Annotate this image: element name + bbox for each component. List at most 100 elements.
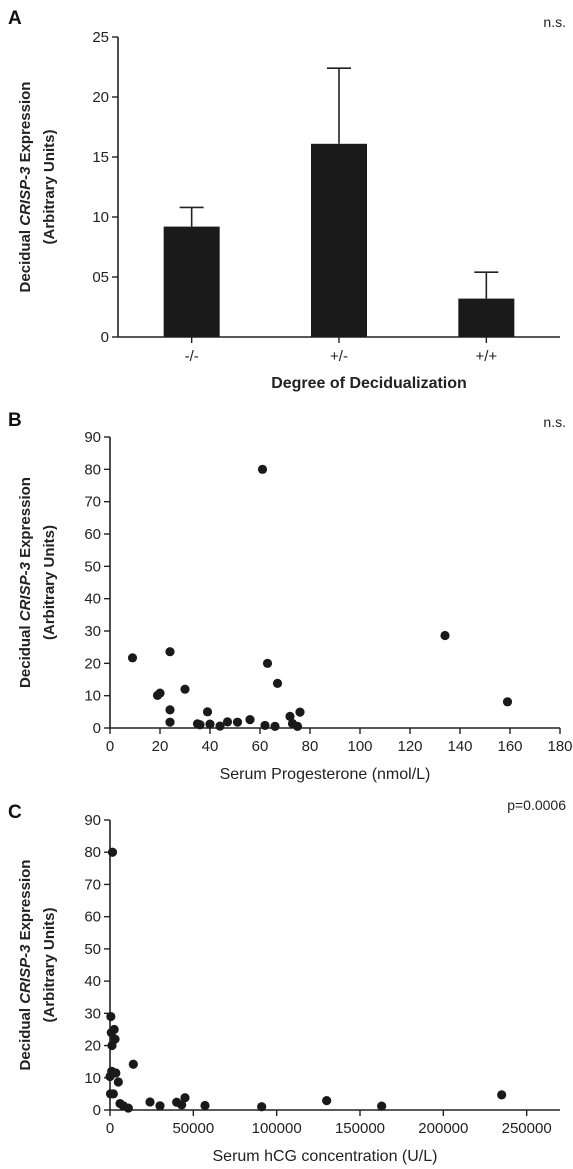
- data-point: [111, 1068, 121, 1078]
- x-tick-label: 0: [106, 738, 114, 755]
- x-axis-title: Serum hCG concentration (U/L): [213, 1148, 438, 1165]
- data-point: [257, 1102, 267, 1112]
- data-point: [165, 705, 175, 715]
- y-tick-label: 80: [84, 461, 101, 478]
- data-point: [127, 653, 138, 663]
- x-tick-label: +/-: [330, 348, 348, 365]
- data-point: [145, 1097, 155, 1107]
- y-axis-title: Decidual CRISP-3 Expression: [17, 82, 34, 293]
- y-tick-label: 60: [84, 526, 101, 543]
- x-tick-label: 250000: [502, 1120, 552, 1137]
- data-point: [165, 717, 175, 727]
- data-point: [232, 717, 243, 727]
- bar: [163, 226, 220, 337]
- x-tick-label: 100000: [252, 1120, 302, 1137]
- y-tick-label: 70: [84, 876, 101, 893]
- y-tick-label: 20: [92, 89, 109, 106]
- y-tick-label: 40: [84, 591, 101, 608]
- y-axis-title-gene: CRISP-3: [17, 166, 34, 226]
- data-point: [108, 1089, 118, 1099]
- y-axis-title-suffix: Expression: [17, 860, 34, 945]
- data-point: [110, 1034, 120, 1044]
- y-axis-title-prefix: Decidual: [17, 226, 34, 293]
- y-axis-title: Decidual CRISP-3 Expression: [17, 860, 34, 1071]
- panel-letter: B: [8, 410, 22, 431]
- x-tick-label: 150000: [335, 1120, 385, 1137]
- y-tick-label: 0: [101, 329, 109, 346]
- bar: [311, 143, 367, 337]
- x-tick-label: 160: [497, 738, 522, 755]
- data-point: [502, 697, 513, 707]
- y-axis-title-suffix: Expression: [17, 477, 34, 562]
- x-tick-label: 40: [202, 738, 219, 755]
- panel-letter: A: [8, 8, 22, 29]
- data-point: [177, 1100, 187, 1110]
- data-point: [270, 721, 280, 731]
- y-axis-title-gene: CRISP-3: [17, 561, 34, 621]
- data-point: [377, 1101, 387, 1111]
- y-tick-label: 10: [84, 688, 101, 705]
- y-tick-label: 50: [84, 558, 101, 575]
- data-point: [195, 720, 205, 730]
- stat-annotation: n.s.: [543, 414, 566, 430]
- data-point: [107, 847, 118, 857]
- y-axis-title-gene: CRISP-3: [17, 944, 34, 1004]
- data-point: [262, 658, 273, 668]
- x-tick-label: 60: [252, 738, 269, 755]
- data-point: [295, 707, 305, 717]
- x-tick-label: -/-: [185, 348, 199, 365]
- y-tick-label: 70: [84, 494, 101, 511]
- x-tick-label: 180: [547, 738, 572, 755]
- data-point: [180, 1093, 190, 1103]
- data-point: [155, 688, 165, 698]
- data-point: [202, 707, 213, 717]
- y-tick-label: 90: [84, 812, 101, 829]
- y-tick-label: 05: [92, 269, 109, 286]
- y-axis-title-line2: (Arbitrary Units): [41, 525, 58, 640]
- data-point: [272, 678, 283, 688]
- stat-annotation: n.s.: [543, 14, 566, 30]
- x-axis-title: Degree of Decidualization: [271, 375, 467, 392]
- data-point: [292, 721, 303, 731]
- data-point: [322, 1096, 332, 1106]
- panel-letter: C: [8, 802, 22, 823]
- y-tick-label: 15: [92, 149, 109, 166]
- x-axis-title: Serum Progesterone (nmol/L): [220, 766, 431, 783]
- x-tick-label: +/+: [475, 348, 497, 365]
- stat-annotation: p=0.0006: [507, 797, 566, 813]
- data-point: [165, 647, 175, 657]
- x-tick-label: 100: [347, 738, 372, 755]
- data-point: [155, 1101, 165, 1111]
- data-point: [123, 1103, 133, 1113]
- data-point: [128, 1059, 138, 1069]
- y-axis-title-line2: (Arbitrary Units): [41, 129, 58, 244]
- data-point: [245, 714, 255, 725]
- y-axis-title: Decidual CRISP-3 Expression: [17, 477, 34, 688]
- data-point: [113, 1077, 123, 1087]
- y-axis-title-prefix: Decidual: [17, 621, 34, 688]
- y-tick-label: 20: [84, 1038, 101, 1055]
- y-axis-title-prefix: Decidual: [17, 1004, 34, 1071]
- x-tick-label: 0: [106, 1120, 114, 1137]
- data-point: [440, 630, 450, 641]
- y-tick-label: 25: [92, 29, 109, 46]
- x-tick-label: 140: [447, 738, 472, 755]
- y-tick-label: 0: [93, 720, 101, 737]
- data-point: [109, 1024, 119, 1035]
- x-tick-label: 120: [397, 738, 422, 755]
- x-tick-label: 20: [152, 738, 169, 755]
- data-point: [200, 1100, 210, 1111]
- y-tick-label: 20: [84, 655, 101, 672]
- y-tick-label: 30: [84, 1005, 101, 1022]
- x-tick-label: 200000: [418, 1120, 468, 1137]
- y-tick-label: 50: [84, 941, 101, 958]
- y-tick-label: 10: [92, 209, 109, 226]
- data-point: [180, 684, 190, 694]
- y-tick-label: 10: [84, 1070, 101, 1087]
- data-point: [205, 719, 215, 729]
- bar: [458, 298, 515, 337]
- data-point: [285, 711, 295, 721]
- data-point: [257, 464, 268, 474]
